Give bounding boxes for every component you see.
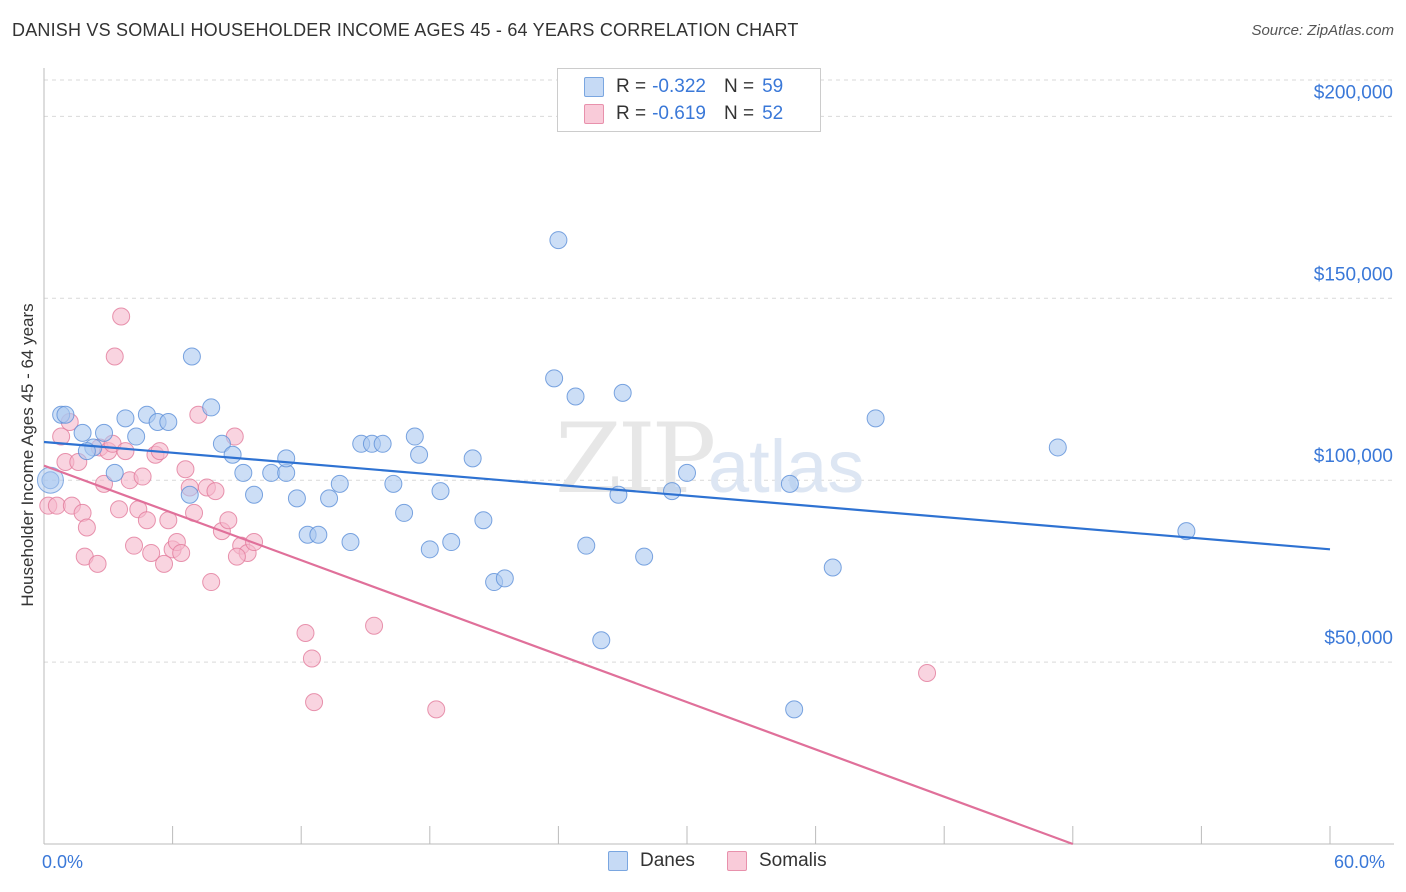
dane-point <box>496 570 513 587</box>
somali-point <box>220 512 237 529</box>
y-tick-label: $150,000 <box>1314 264 1393 285</box>
somalis-legend-swatch <box>727 851 747 871</box>
dane-point <box>203 399 220 416</box>
danes-legend-label: Danes <box>640 850 695 872</box>
dane-point <box>546 370 563 387</box>
dane-point <box>406 428 423 445</box>
dane-point <box>117 410 134 427</box>
somali-point <box>111 501 128 518</box>
somali-point <box>173 544 190 561</box>
somali-point <box>113 308 130 325</box>
grid-lines <box>44 80 1394 662</box>
somali-point <box>203 574 220 591</box>
somalis-r-label: R = <box>616 103 646 125</box>
somalis-n-value: 52 <box>762 103 783 125</box>
somali-point <box>138 512 155 529</box>
dane-point <box>235 464 252 481</box>
watermark-zip: ZIP <box>555 403 714 515</box>
y-tick-label: $50,000 <box>1324 628 1393 649</box>
dane-point <box>396 504 413 521</box>
danes-swatch <box>584 77 604 97</box>
dane-point <box>74 424 91 441</box>
dane-point <box>96 424 113 441</box>
dane-point <box>1049 439 1066 456</box>
somalis-legend-label: Somalis <box>759 850 827 872</box>
dane-point <box>432 483 449 500</box>
dane-point <box>464 450 481 467</box>
dane-point <box>567 388 584 405</box>
somali-point <box>126 537 143 554</box>
dane-point <box>342 534 359 551</box>
y-tick-label: $100,000 <box>1314 446 1393 467</box>
somali-point <box>303 650 320 667</box>
dane-point <box>781 475 798 492</box>
dane-point <box>786 701 803 718</box>
dane-point <box>411 446 428 463</box>
dane-point <box>578 537 595 554</box>
dane-point <box>636 548 653 565</box>
dane-point <box>246 486 263 503</box>
somali-point <box>919 665 936 682</box>
dane-point <box>288 490 305 507</box>
somali-point <box>228 548 245 565</box>
dane-point <box>321 490 338 507</box>
dane-point <box>224 446 241 463</box>
somalis-r-value: -0.619 <box>652 103 706 125</box>
dane-point <box>867 410 884 427</box>
somali-point <box>78 519 95 536</box>
dane-point <box>106 464 123 481</box>
somali-point <box>177 461 194 478</box>
dane-point <box>374 435 391 452</box>
somali-point <box>134 468 151 485</box>
somali-point <box>106 348 123 365</box>
somali-point <box>306 694 323 711</box>
dane-point <box>385 475 402 492</box>
dane-point <box>160 413 177 430</box>
danes-n-label: N = <box>724 76 754 98</box>
watermark-atlas: atlas <box>708 425 864 508</box>
dane-point <box>183 348 200 365</box>
dane-point <box>421 541 438 558</box>
legend-item-danes[interactable]: Danes <box>608 850 695 872</box>
dane-point <box>550 232 567 249</box>
somalis-swatch <box>584 104 604 124</box>
dane-point <box>824 559 841 576</box>
y-tick-label: $200,000 <box>1314 82 1393 103</box>
somali-point <box>366 617 383 634</box>
y-tick-labels: $50,000 $100,000 $150,000 $200,000 <box>1314 82 1393 649</box>
somali-point <box>428 701 445 718</box>
dane-point <box>331 475 348 492</box>
dane-point <box>475 512 492 529</box>
dane-point <box>443 534 460 551</box>
somali-point <box>297 624 314 641</box>
dane-point <box>278 450 295 467</box>
dane-point <box>310 526 327 543</box>
danes-r-value: -0.322 <box>652 76 706 98</box>
dane-point <box>57 406 74 423</box>
series-legend: Danes Somalis <box>0 850 1406 878</box>
legend-item-somalis[interactable]: Somalis <box>727 850 827 872</box>
scatter-plot: ZIP atlas $50,000 $100,000 $150,000 $200,00… <box>0 0 1406 892</box>
dane-point <box>679 464 696 481</box>
legend-row-danes: R = -0.322 N = 59 <box>584 75 783 99</box>
somali-point <box>207 483 224 500</box>
y-axis-label: Householder Income Ages 45 - 64 years <box>18 303 38 606</box>
somali-point <box>48 497 65 514</box>
dane-point <box>663 483 680 500</box>
somali-point <box>117 443 134 460</box>
danes-n-value: 59 <box>762 76 783 98</box>
somali-point <box>89 555 106 572</box>
dane-point <box>593 632 610 649</box>
dane-point <box>181 486 198 503</box>
danes-r-label: R = <box>616 76 646 98</box>
dane-point <box>614 384 631 401</box>
dane-point <box>263 464 280 481</box>
correlation-legend: R = -0.322 N = 59 R = -0.619 N = 52 <box>557 68 821 132</box>
somalis-n-label: N = <box>724 103 754 125</box>
legend-row-somalis: R = -0.619 N = 52 <box>584 102 783 126</box>
somalis-trend-line <box>44 466 1073 844</box>
dane-point <box>128 428 145 445</box>
danes-legend-swatch <box>608 851 628 871</box>
